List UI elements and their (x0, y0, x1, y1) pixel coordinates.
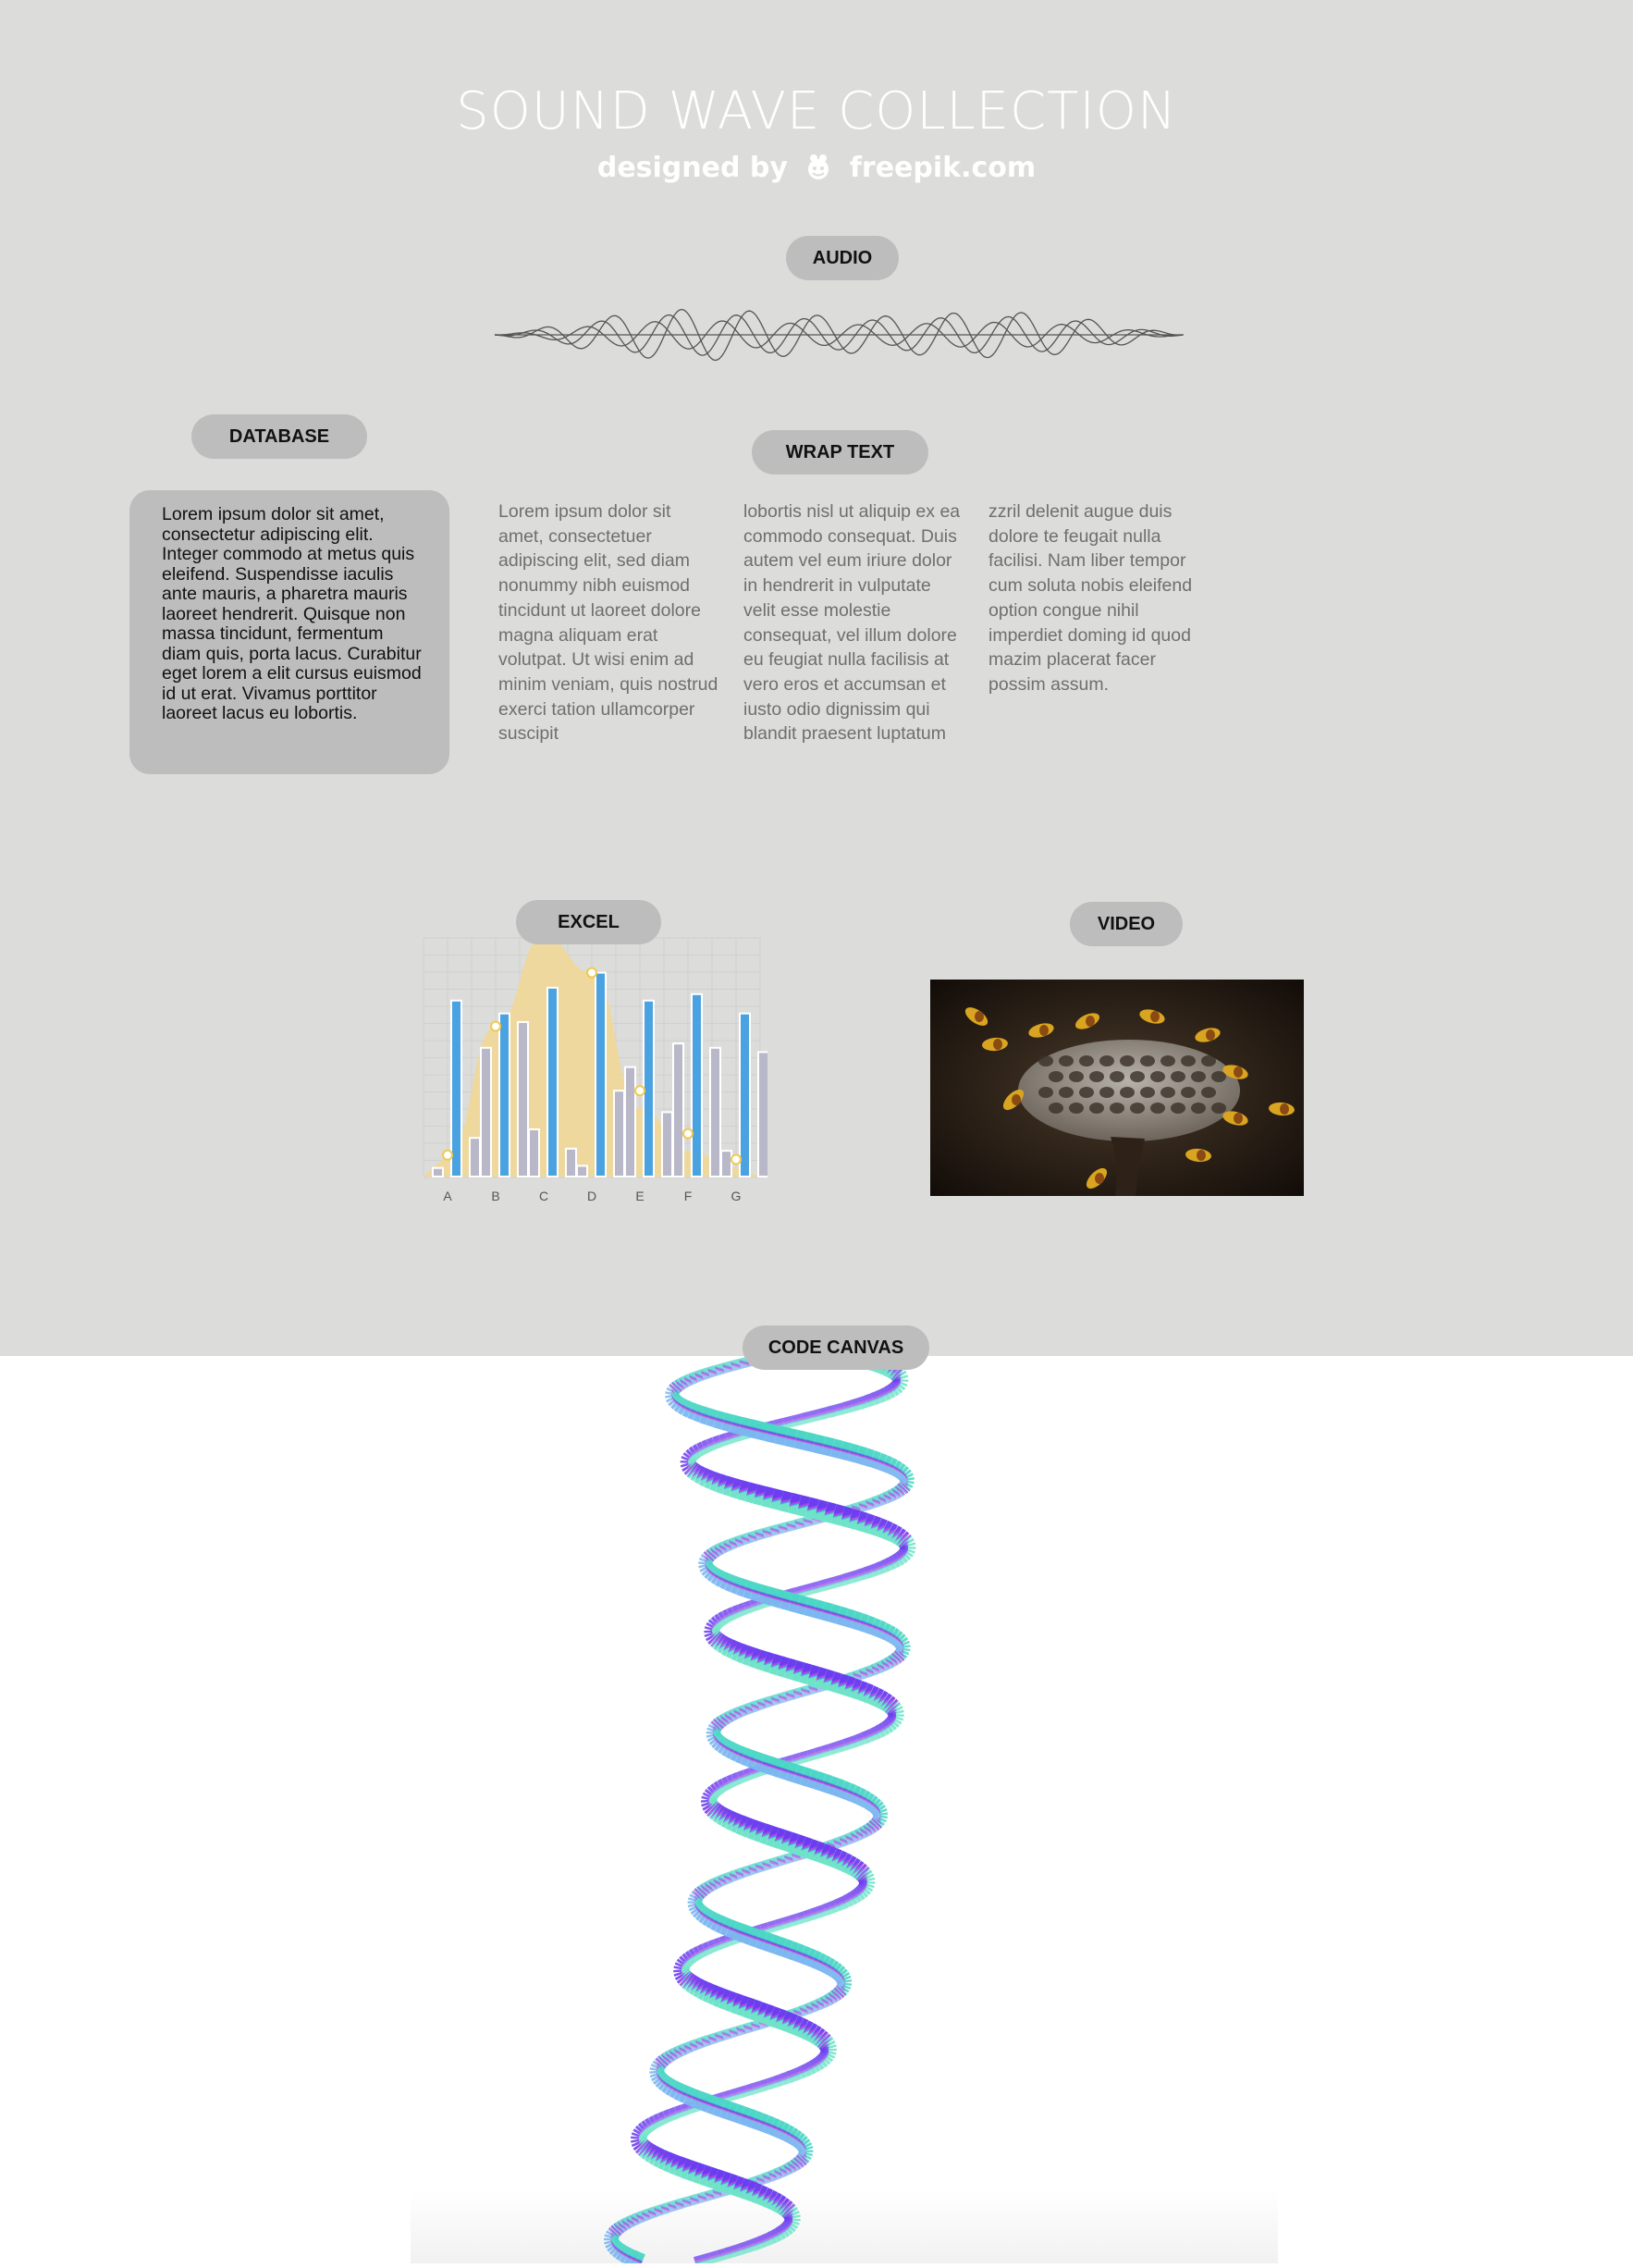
bar-C-2 (547, 988, 558, 1177)
bar-E-1 (625, 1067, 635, 1177)
excel-chart: A B C D E F G (416, 934, 767, 1212)
marker-D (587, 968, 596, 978)
bar-A-1 (433, 1168, 443, 1177)
bar-E-2 (644, 1001, 654, 1177)
marker-G (731, 1154, 741, 1164)
bar-D-3 (614, 1091, 624, 1177)
x-tick-label: D (587, 1189, 596, 1203)
top-section: SOUND WAVE COLLECTION designed by freepi… (0, 0, 1633, 1356)
marker-F (683, 1129, 693, 1139)
designed-by-credit: designed by freepik.com (0, 152, 1633, 184)
database-text-box: Lorem ipsum dolor sit amet, consectetur … (129, 490, 449, 774)
designed-by-text: designed by (597, 152, 788, 184)
video-label: VIDEO (1070, 902, 1183, 946)
dna-helix-render (411, 1356, 1278, 2263)
bar-E-3 (662, 1112, 672, 1177)
code-canvas-label: CODE CANVAS (743, 1325, 929, 1370)
chart-x-ticks: A B C D E F G (443, 1189, 741, 1203)
x-tick-label: G (731, 1189, 742, 1203)
x-tick-label: A (443, 1189, 452, 1203)
x-tick-label: E (635, 1189, 644, 1203)
wrap-text-column-3: zzril delenit augue duis dolore te feuga… (988, 499, 1210, 697)
code-canvas[interactable] (411, 1356, 1278, 2263)
wrap-text-column-2: lobortis nisl ut aliquip ex ea commodo c… (743, 499, 965, 746)
bar-B-2 (499, 1014, 510, 1177)
freepik-logo-icon (803, 152, 834, 184)
page-title: SOUND WAVE COLLECTION (0, 81, 1633, 142)
bar-A-2 (451, 1001, 461, 1177)
bar-F-2 (692, 994, 702, 1177)
bar-D-2 (595, 973, 606, 1177)
x-tick-label: C (539, 1189, 548, 1203)
sound-wave (495, 282, 1184, 384)
wrap-text-column-1: Lorem ipsum dolor sit amet, consectetuer… (498, 499, 720, 746)
bar-F-3 (710, 1048, 720, 1177)
bar-G-1 (721, 1151, 731, 1177)
bar-C-3 (566, 1149, 576, 1177)
chart-bars (433, 973, 767, 1177)
freepik-brand-text: freepik.com (850, 152, 1036, 184)
bar-C-1 (529, 1129, 539, 1177)
excel-label: EXCEL (516, 900, 661, 944)
database-label: DATABASE (191, 414, 367, 459)
video-thumbnail[interactable] (930, 980, 1304, 1196)
x-tick-label: B (491, 1189, 499, 1203)
bar-B-3 (518, 1022, 528, 1177)
bar-B-1 (481, 1048, 491, 1177)
marker-B (491, 1022, 500, 1031)
wrap-text-label: WRAP TEXT (752, 430, 928, 475)
marker-E (635, 1086, 645, 1095)
x-tick-label: F (684, 1189, 693, 1203)
marker-A (443, 1151, 452, 1160)
bar-G-2 (740, 1014, 750, 1177)
wasp-nest-image (930, 980, 1304, 1196)
bar-F-1 (673, 1043, 683, 1177)
bar-G-3 (758, 1052, 767, 1177)
bar-D-1 (577, 1165, 587, 1177)
bar-A-3 (470, 1138, 480, 1177)
audio-label: AUDIO (786, 236, 899, 280)
